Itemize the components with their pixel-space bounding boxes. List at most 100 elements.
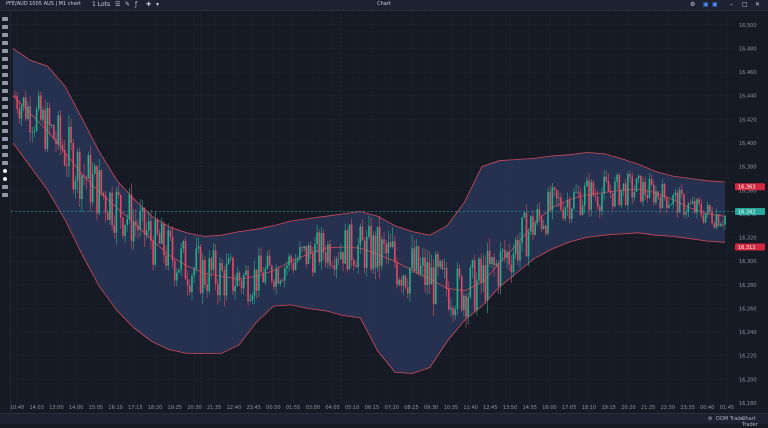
candle-body (381, 239, 383, 266)
time-tick-label: 10:35 (444, 405, 458, 411)
candle-body (165, 255, 167, 266)
lower-price-marker (735, 243, 765, 251)
trendline-icon[interactable] (2, 25, 8, 29)
candle-body (169, 230, 172, 237)
candle-body (87, 155, 90, 179)
fibonacci-icon[interactable] (2, 65, 8, 69)
candle-body (191, 275, 193, 292)
price-label-icon[interactable] (2, 137, 8, 141)
time-tick-label: 13:50 (503, 405, 517, 411)
candle-body (387, 242, 390, 254)
zoom-icon[interactable]: ▾ (156, 1, 160, 8)
title-bar: PFE/AUD 1005 AUS | M1 chart 1 Lots ☰ ✎ ƒ… (0, 0, 768, 11)
triangle-icon[interactable] (2, 89, 8, 93)
candle-body (91, 173, 94, 203)
magnet-icon[interactable] (2, 145, 8, 149)
candle-body (44, 110, 47, 150)
candle-body (182, 241, 185, 249)
candle-body (441, 260, 444, 270)
time-tick-label: 11:40 (463, 405, 477, 411)
price-tick-label: 16,400 (739, 141, 757, 147)
candle-body (525, 212, 528, 257)
candle-body (376, 226, 379, 268)
time-tick-label: 14:00 (69, 405, 83, 411)
settings-icon[interactable]: ⚙ (708, 416, 713, 422)
channel-icon[interactable] (2, 57, 8, 61)
candle-body (538, 209, 541, 218)
candle-body (76, 151, 79, 181)
brush-icon[interactable] (2, 129, 8, 133)
eye-icon[interactable] (2, 161, 8, 165)
candle-body (482, 265, 485, 283)
line-width-icon[interactable] (2, 185, 8, 189)
rectangle-icon[interactable] (2, 73, 8, 77)
candle-body (33, 130, 36, 132)
candle-body (303, 246, 305, 249)
layout-icon[interactable]: ▣ (703, 1, 709, 8)
cursor-icon[interactable] (2, 17, 8, 21)
crosshair-icon[interactable]: ✚ (146, 1, 152, 8)
detach-icon[interactable]: ▣ (712, 1, 718, 8)
time-tick-label: 06:15 (365, 405, 379, 411)
candle-body (210, 258, 213, 270)
ray-icon[interactable] (2, 33, 8, 37)
candle-body (258, 255, 260, 291)
symbol-label[interactable]: PFE/AUD 1005 AUS | M1 chart (6, 1, 81, 7)
candle-body (374, 235, 377, 268)
horizontal-line-icon[interactable] (2, 41, 8, 45)
candle-body (163, 223, 165, 256)
candle-body (678, 189, 681, 213)
candle-body (683, 194, 685, 215)
link-icon[interactable]: ⚙ (690, 1, 696, 8)
candle-body (655, 191, 657, 203)
delete-icon[interactable] (2, 193, 8, 197)
price-tick-label: 16,240 (739, 330, 757, 336)
chart-trader-button[interactable]: Chart Trader (742, 416, 758, 428)
candle-body (696, 199, 698, 213)
candle-body (219, 263, 221, 296)
candle-body (132, 221, 135, 242)
candle-body (579, 192, 582, 215)
candle-body (275, 268, 277, 287)
indicator-icon[interactable]: ƒ (135, 1, 138, 8)
arrow-icon[interactable] (2, 113, 8, 117)
candle-body (661, 184, 664, 209)
pencil-icon[interactable] (2, 97, 8, 101)
candle-body (288, 256, 290, 266)
price-chart[interactable]: 16,500 16,480 16,460 16,440 16,420 16,400 16,3… (11, 11, 768, 413)
vertical-line-icon[interactable] (2, 49, 8, 53)
candle-body (255, 269, 258, 291)
candle-body (361, 226, 364, 241)
candle-body (517, 240, 519, 261)
lock-icon[interactable] (2, 153, 8, 157)
color-light-icon[interactable] (3, 177, 7, 181)
bottom-bar: ⚙ DOM Trader Chart Trader (0, 413, 768, 428)
time-tick-label: 19:25 (168, 405, 182, 411)
candle-body (547, 191, 549, 234)
close-icon[interactable]: ✕ (755, 1, 761, 8)
text-icon[interactable] (2, 105, 8, 109)
candle-body (294, 261, 297, 270)
draw-tool-icon[interactable]: ✎ (125, 1, 131, 8)
candle-body (147, 221, 150, 231)
maximize-icon[interactable]: □ (742, 1, 748, 8)
ellipse-icon[interactable] (2, 81, 8, 85)
candle-body (240, 280, 243, 289)
time-tick-label: 07:20 (385, 405, 399, 411)
candle-body (320, 233, 323, 262)
time-tick-label: 08:25 (404, 405, 418, 411)
measure-icon[interactable] (2, 121, 8, 125)
minimize-icon[interactable]: – (730, 1, 733, 8)
color-white-icon[interactable] (3, 169, 7, 173)
candle-body (96, 165, 98, 214)
time-axis: 10:40 14:03 13:00 14:00 15:05 16:10 17:15 18:20… (11, 405, 734, 411)
time-tick-label: 18:20 (148, 405, 162, 411)
candle-body (672, 194, 675, 205)
candle-body (316, 232, 318, 244)
candle-body (657, 191, 659, 198)
dom-trader-button[interactable]: DOM Trader (716, 416, 746, 422)
chart-type-icon[interactable]: ☰ (115, 1, 121, 8)
lots-selector[interactable]: 1 Lots (92, 1, 111, 8)
candle-body (14, 95, 16, 97)
candle-body (85, 177, 88, 179)
